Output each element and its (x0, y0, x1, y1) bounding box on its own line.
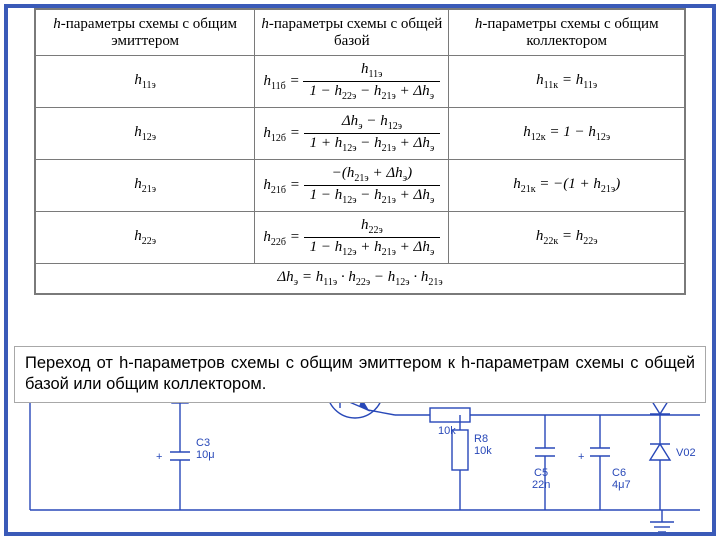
header-cb: h-параметры схемы с общей базой (255, 10, 449, 56)
cell-h12e: h12э (36, 108, 255, 160)
row-h12: h12э h12б = Δhэ − h12э1 + h12э − h21э + … (36, 108, 685, 160)
label-c3: C3 (196, 437, 210, 449)
row-h21: h21э h21б = −(h21э + Δhэ)1 − h12э − h21э… (36, 160, 685, 212)
header-row: h-параметры схемы с общим эмиттером h-па… (36, 10, 685, 56)
cell-h21k: h21к = −(1 + h21э) (449, 160, 685, 212)
caption-text: Переход от h-параметров схемы с общим эм… (25, 354, 695, 393)
hparam-table: h-параметры схемы с общим эмиттером h-па… (34, 8, 686, 295)
header-cc: h-параметры схемы с общим коллектором (449, 10, 685, 56)
cell-delta: Δhэ = h11э · h22э − h12э · h21э (36, 264, 685, 294)
label-v02: V02 (676, 447, 696, 459)
cell-h21e: h21э (36, 160, 255, 212)
label-c6: C6 (612, 467, 626, 479)
row-h22: h22э h22б = h22э1 − h12э + h21э + Δhэ h2… (36, 212, 685, 264)
cell-h12k: h12к = 1 − h12э (449, 108, 685, 160)
cell-h12b: h12б = Δhэ − h12э1 + h12э − h21э + Δhэ (255, 108, 449, 160)
cell-h21b: h21б = −(h21э + Δhэ)1 − h12э − h21э + Δh… (255, 160, 449, 212)
label-r8v: 10k (474, 445, 492, 457)
row-h11: h11э h11б = h11э1 − h22э − h21э + Δhэ h1… (36, 56, 685, 108)
label-r8: R8 (474, 433, 488, 445)
row-delta: Δhэ = h11э · h22э − h12э · h21э (36, 264, 685, 294)
caption-box: Переход от h-параметров схемы с общим эм… (14, 346, 706, 403)
cell-h22k: h22к = h22э (449, 212, 685, 264)
plus-c3: + (156, 451, 162, 463)
cell-h11b: h11б = h11э1 − h22э − h21э + Δhэ (255, 56, 449, 108)
header-ce: h-параметры схемы с общим эмиттером (36, 10, 255, 56)
label-r7: 10k (438, 425, 456, 437)
label-c6v: 4μ7 (612, 479, 631, 491)
label-c5v: 22n (532, 479, 550, 491)
cell-h11k: h11к = h11э (449, 56, 685, 108)
label-c3v: 10μ (196, 449, 215, 461)
cell-h22e: h22э (36, 212, 255, 264)
cell-h11e: h11э (36, 56, 255, 108)
label-c5: C5 (534, 467, 548, 479)
cell-h22b: h22б = h22э1 − h12э + h21э + Δhэ (255, 212, 449, 264)
plus-c6: + (578, 451, 584, 463)
